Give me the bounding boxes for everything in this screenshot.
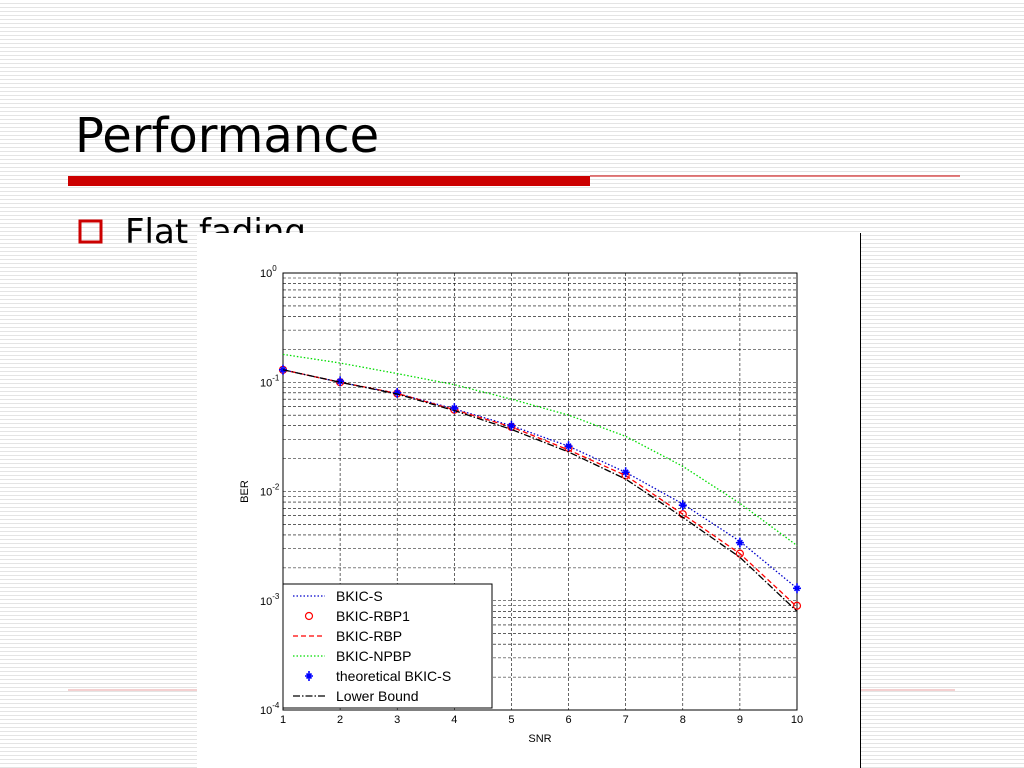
y-tick-exponent: 0 (272, 264, 277, 273)
plot-frame (282, 272, 798, 711)
x-tick-label: 7 (623, 714, 629, 726)
y-tick-exponent: -4 (272, 701, 280, 710)
marker-star (336, 376, 345, 387)
marker-circle (792, 601, 802, 610)
marker-circle (735, 549, 744, 558)
legend-label: BKIC-NPBP (336, 648, 411, 664)
x-axis-label: SNR (528, 733, 551, 745)
x-tick-label: 8 (680, 714, 686, 726)
marker-star (621, 467, 630, 478)
legend-label: Lower Bound (336, 688, 419, 704)
legend-box (282, 583, 493, 709)
x-tick-label: 2 (337, 714, 343, 726)
x-tick-label: 9 (737, 714, 743, 726)
series-line (282, 369, 798, 608)
legend-label: BKIC-RBP1 (336, 608, 410, 624)
series-line (282, 353, 798, 547)
series-line (282, 369, 798, 612)
marker-star (678, 500, 687, 511)
legend-label: theoretical BKIC-S (336, 668, 451, 684)
y-tick-exponent: -3 (272, 592, 280, 601)
y-tick-exponent: -2 (272, 483, 280, 492)
x-tick-label: 6 (565, 714, 571, 726)
y-tick-exponent: -1 (272, 373, 280, 382)
x-tick-label: 4 (451, 714, 457, 726)
legend-swatch (305, 671, 313, 681)
marker-star (564, 441, 573, 452)
marker-star (735, 537, 744, 548)
marker-star (450, 403, 459, 414)
bullet-icon (78, 219, 103, 244)
x-tick-label: 5 (508, 714, 514, 726)
marker-star (507, 420, 516, 431)
x-tick-label: 10 (791, 714, 803, 726)
title-bar (68, 176, 590, 186)
marker-star (393, 387, 402, 398)
y-axis-label: BER (239, 480, 251, 503)
legend-swatch (304, 611, 314, 621)
x-tick-label: 3 (394, 714, 400, 726)
legend-label: BKIC-S (336, 588, 383, 604)
legend-label: BKIC-RBP (336, 628, 402, 644)
slide-title: Performance (75, 108, 379, 164)
marker-star (793, 583, 801, 594)
x-tick-label: 1 (280, 714, 286, 726)
